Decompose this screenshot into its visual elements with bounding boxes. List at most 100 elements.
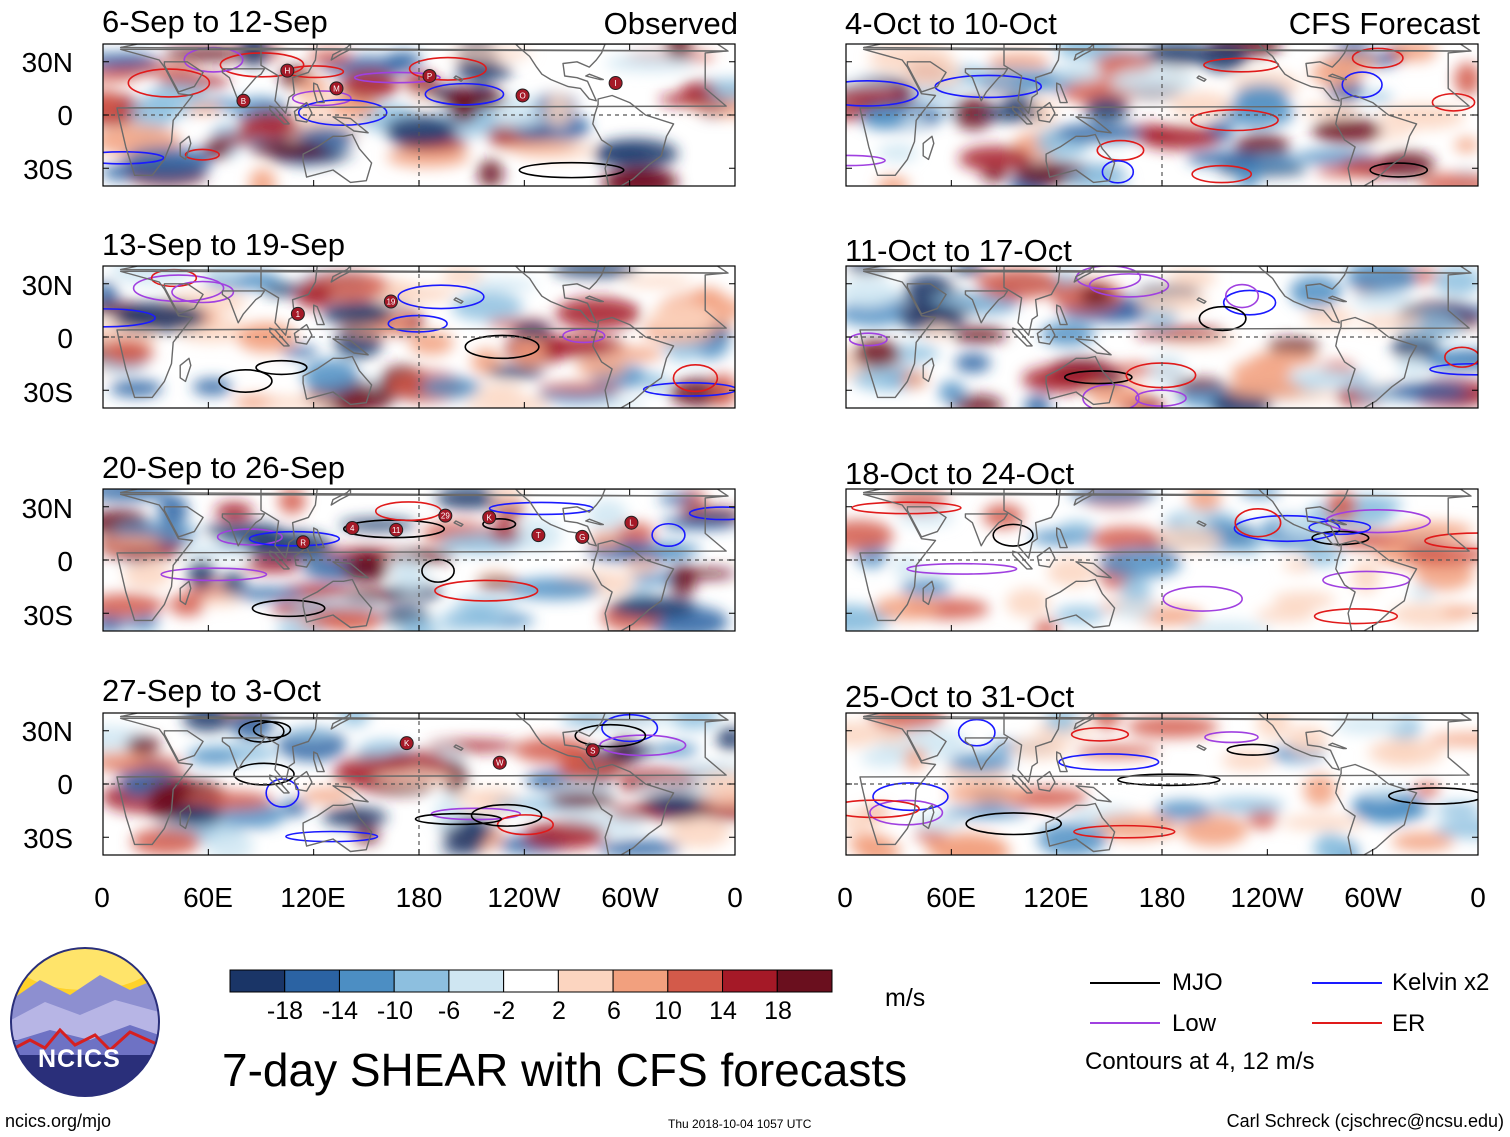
storm-label: I [615,79,617,88]
storm-label: P [427,72,432,81]
lon-label: 120E [280,882,346,913]
colorbar-tick: 14 [709,997,737,1025]
storm-marker: L [624,515,639,530]
map-panel: B M P O I H [102,43,736,187]
storm-label: 4 [350,524,355,533]
storm-label: M [333,84,340,93]
storm-label: 1 [296,310,301,319]
footer-url[interactable]: ncics.org/mjo [5,1111,112,1131]
legend-label-low: Low [1172,1010,1217,1037]
storm-label: W [496,759,504,768]
storm-marker: R [296,535,311,550]
storm-marker: 19 [383,294,398,309]
wave-contours [851,501,1478,625]
map-panel [845,712,1479,856]
lon-label: 0 [94,882,110,913]
panel-title: 20-Sep to 26-Sep [102,450,346,485]
storm-label: R [300,538,306,547]
wave-contours [103,46,625,179]
colorbar-swatch [557,969,614,993]
lat-label: 0 [57,769,73,800]
map-panel [845,265,1479,409]
lon-label: 0 [837,882,853,913]
map-panel: K W S [102,712,736,856]
wave-contours [848,266,1478,408]
storm-label: L [629,519,634,528]
lon-label: 0 [1470,882,1486,913]
lat-label: 30S [23,154,73,185]
colorbar-tick: -14 [321,997,359,1025]
storm-marker: K [399,736,414,751]
colorbar-swatch [722,969,778,993]
storm-marker: O [515,88,530,103]
coastlines [116,489,729,631]
lat-label: 0 [57,100,73,131]
storm-marker: P [422,68,437,83]
storm-marker: G [575,529,590,544]
panel-title: 27-Sep to 3-Oct [102,673,321,708]
lat-label: 30N [21,270,73,301]
wave-contours [846,47,1476,184]
panel-title: 4-Oct to 10-Oct [845,6,1057,41]
lon-label: 120W [1230,882,1304,913]
coastlines [116,266,729,408]
forecast-header: CFS Forecast [1288,6,1480,41]
coastlines [859,489,1472,631]
footer-credit: Carl Schreck (cjschrec@ncsu.edu) [1226,1111,1504,1131]
storm-marker: 1 [290,306,305,321]
map-panel [845,488,1479,632]
lon-label: 120W [487,882,561,913]
colorbar-swatch [284,969,340,993]
lat-label: 30S [23,600,73,631]
colorbar-swatch [776,969,833,993]
storm-label: 29 [441,512,450,521]
colorbar-units: m/s [885,984,926,1012]
lat-label: 30N [21,493,73,524]
storm-marker: 4 [345,521,360,536]
storm-label: B [241,97,246,106]
coastlines [859,266,1472,408]
observed-header: Observed [603,6,738,41]
lon-label: 60W [601,882,659,913]
map-panel: 4 29 T L R 11 K G [102,488,736,632]
storm-label: 19 [386,298,395,307]
colorbar-tick: 10 [654,997,682,1025]
colorbar-swatch [667,969,724,993]
storm-label: G [579,533,585,542]
colorbar-swatch [393,969,450,993]
colorbar-tick: 18 [764,997,792,1025]
panel-title: 18-Oct to 24-Oct [845,456,1075,491]
colorbar-tick: -10 [376,997,414,1025]
colorbar-swatch [229,969,286,993]
lon-label: 120E [1023,882,1089,913]
colorbar-tick: 6 [607,997,621,1025]
coastlines [116,44,729,186]
colorbar [229,969,833,993]
lon-label: 60W [1344,882,1402,913]
storm-marker: B [236,93,251,108]
storm-marker: T [531,528,546,543]
wave-contours [160,501,735,618]
coastlines [116,713,729,855]
lon-label: 60E [926,882,976,913]
storm-marker: W [492,755,507,770]
colorbar-tick: 2 [552,997,566,1025]
logo-text: NCICS [38,1045,121,1073]
footer-timestamp: Thu 2018-10-04 1057 UTC [668,1117,812,1131]
lon-label: 0 [727,882,743,913]
panel-title: 6-Sep to 12-Sep [102,4,328,39]
colorbar-swatch [612,969,669,993]
storm-label: 11 [392,526,401,535]
colorbar-tick: -6 [437,997,461,1025]
coastlines [859,713,1472,855]
logo-ring [10,947,160,1097]
shear-anomaly-field [103,44,735,186]
contour-note: Contours at 4, 12 m/s [1085,1048,1315,1075]
storm-marker: S [585,743,600,758]
panel-title: 25-Oct to 31-Oct [845,679,1075,714]
lon-label: 180 [395,882,443,913]
lat-label: 30N [21,47,73,78]
shear-anomaly-field [103,713,735,855]
legend-label-mjo: MJO [1172,969,1223,996]
